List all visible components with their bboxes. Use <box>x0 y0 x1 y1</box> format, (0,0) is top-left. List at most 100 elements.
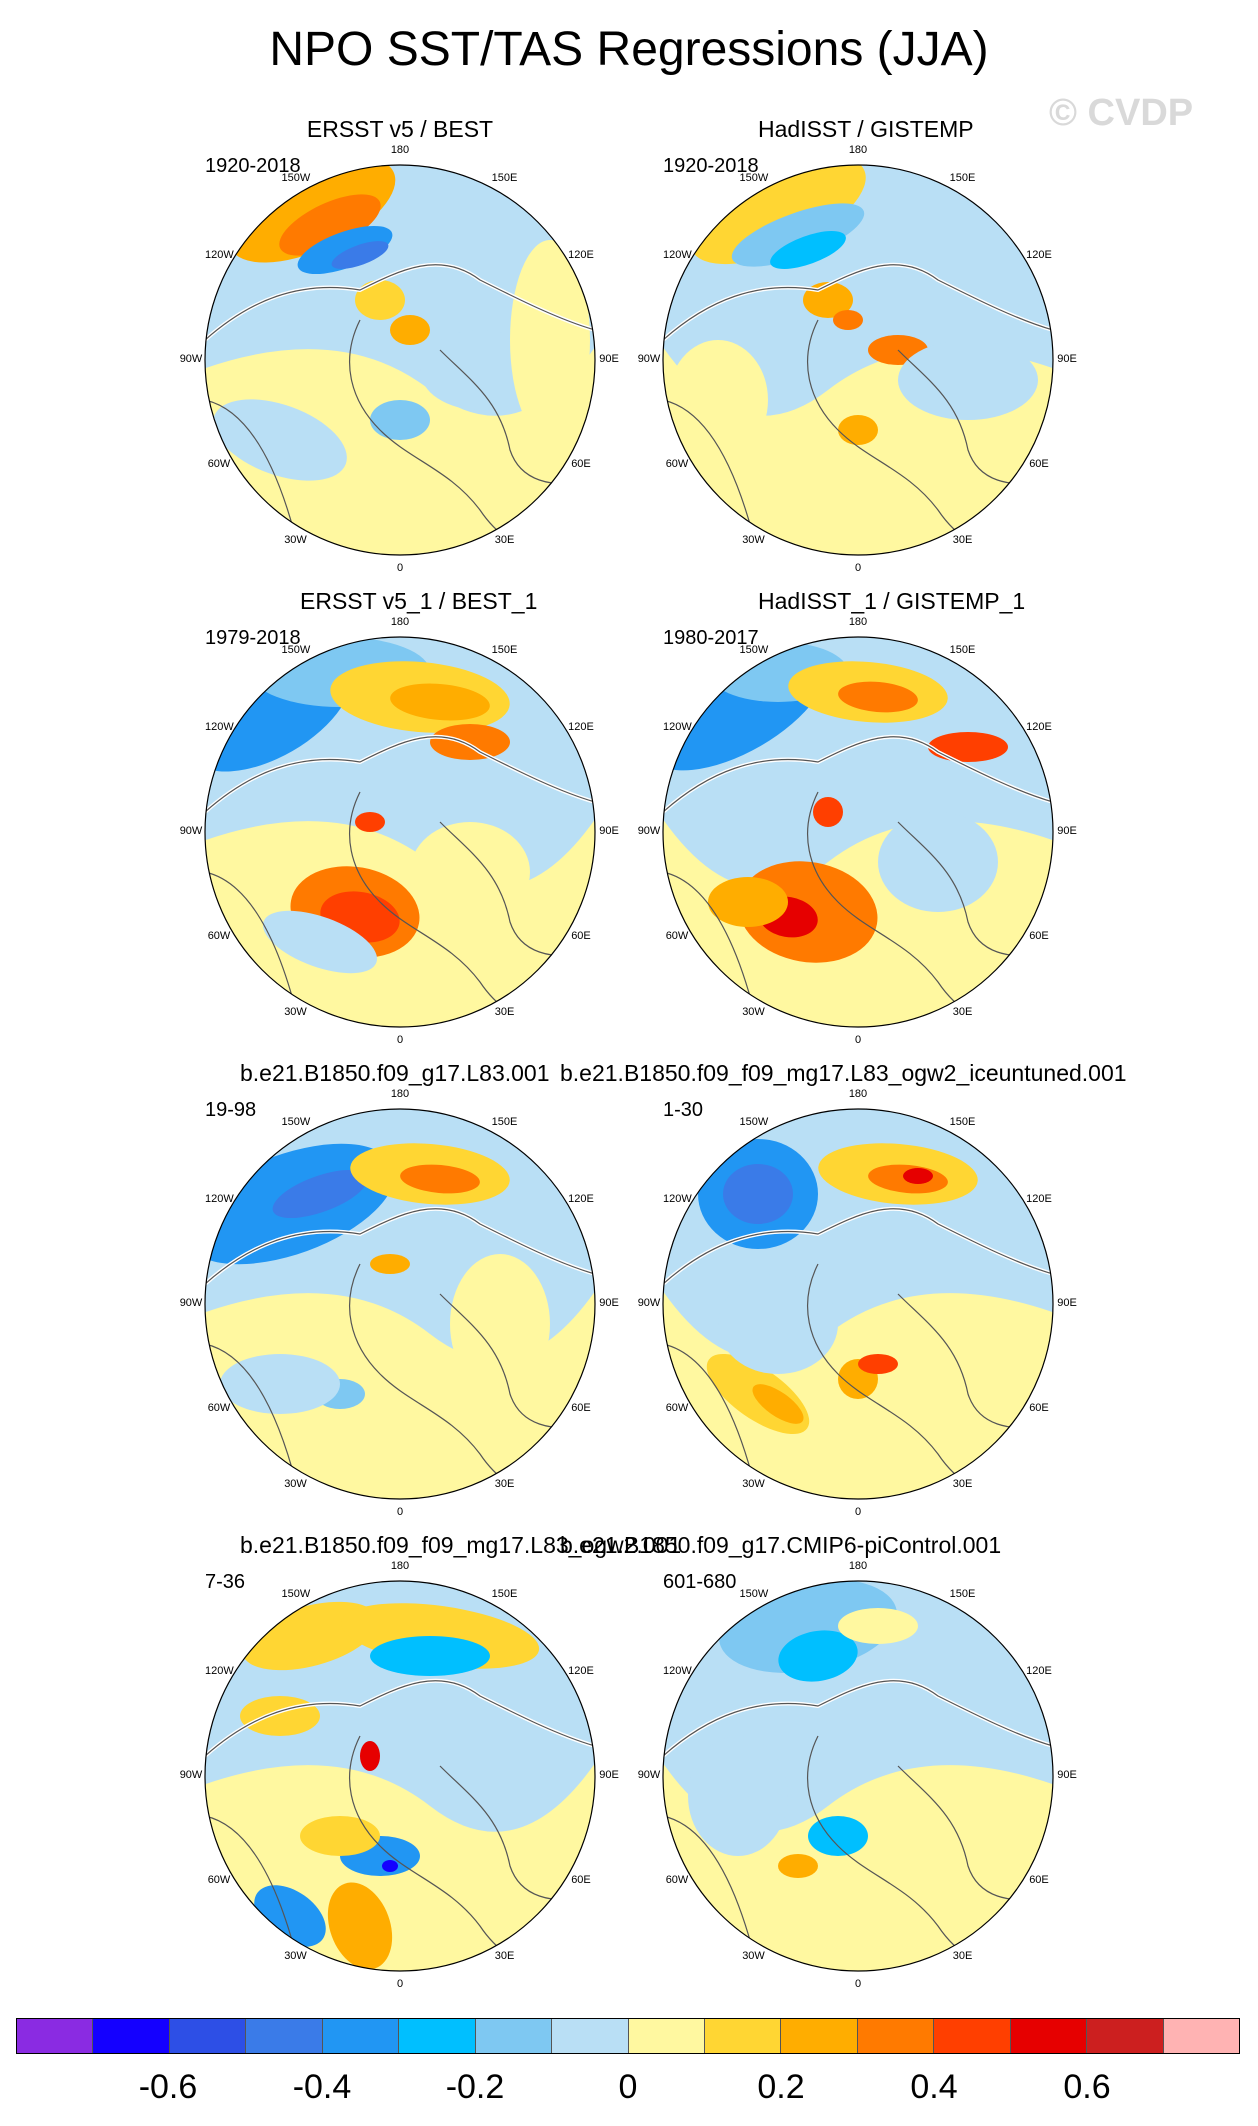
map-field <box>663 165 1053 555</box>
panel-title-5: b.e21.B1850.f09_g17.L83.001 <box>240 1060 550 1086</box>
coastline-north-outline <box>205 1680 595 1757</box>
panel-title-2: HadISST / GISTEMP <box>758 116 974 142</box>
panel-period-6: 1-30 <box>663 1099 704 1121</box>
longitude-label: 120W <box>663 720 692 733</box>
anomaly-region <box>838 1608 918 1644</box>
map-panel-8 <box>662 1580 1054 1972</box>
map-field <box>205 1581 595 1971</box>
coastline-north-outline <box>663 736 1053 813</box>
anomaly-region <box>300 1816 380 1856</box>
anomaly-region <box>213 399 347 481</box>
map-panel-3 <box>204 636 596 1028</box>
longitude-label: 0 <box>396 1506 404 1518</box>
colorbar-swatch <box>934 2019 1011 2053</box>
map-border <box>204 636 596 1028</box>
anomaly-region <box>410 822 530 922</box>
anomaly-region <box>778 1854 818 1878</box>
longitude-label: 150W <box>281 172 311 184</box>
anomaly-region <box>370 1254 410 1274</box>
longitude-label: 180 <box>390 616 410 628</box>
panel-period-4: 1980-2017 <box>663 627 759 649</box>
map-field <box>205 1109 595 1499</box>
colorbar-label: 0.2 <box>757 2068 805 2106</box>
anomaly-region <box>723 1164 793 1224</box>
longitude-label: 60E <box>1029 1873 1049 1886</box>
map-field <box>205 637 595 1027</box>
anomaly-region <box>731 203 865 267</box>
longitude-label: 180 <box>848 1560 868 1572</box>
panel-title-7: b.e21.B1850.f09_f09_mg17.L83_ogw2.001 <box>240 1532 682 1558</box>
colorbar-label: -0.4 <box>292 2068 352 2106</box>
longitude-label: 90W <box>637 825 661 837</box>
colorbar-swatch <box>781 2019 858 2053</box>
map-panel-7 <box>204 1580 596 1972</box>
longitude-label: 120E <box>1026 1192 1052 1205</box>
colorbar-swatch <box>322 2019 400 2053</box>
anomaly-region <box>813 797 843 827</box>
anomaly-region <box>272 1169 368 1219</box>
longitude-label: 90E <box>599 353 619 365</box>
longitude-label: 90W <box>179 1297 203 1309</box>
map-field <box>663 1109 1053 1499</box>
anomaly-region <box>297 225 393 275</box>
longitude-label: 180 <box>848 144 868 156</box>
longitude-label: 90E <box>1057 1769 1077 1781</box>
anomaly-region <box>390 683 490 721</box>
colorbar-label: -0.6 <box>138 2068 198 2106</box>
longitude-label: 90E <box>599 1769 619 1781</box>
colorbar-swatch <box>1087 2019 1164 2053</box>
longitude-label: 150E <box>491 644 518 656</box>
map-border <box>204 164 596 556</box>
coastline-north-outline <box>663 1208 1053 1285</box>
longitude-label: 180 <box>390 1088 410 1100</box>
anomaly-region <box>420 330 540 410</box>
map-border <box>662 164 1054 556</box>
longitude-label: 30W <box>742 1477 765 1490</box>
longitude-label: 120E <box>568 1664 594 1677</box>
anomaly-region <box>690 165 866 265</box>
colorbar-swatch <box>17 2019 94 2053</box>
longitude-label: 150E <box>491 1116 518 1128</box>
map-border <box>662 1580 1054 1972</box>
longitude-label: 30W <box>284 1477 307 1490</box>
longitude-label: 60W <box>207 1401 231 1414</box>
longitude-label: 120E <box>568 1192 594 1205</box>
anomaly-region <box>331 241 389 269</box>
map-panel-2 <box>662 164 1054 556</box>
panel-period-8: 601-680 <box>663 1571 737 1593</box>
longitude-label: 180 <box>848 1088 868 1100</box>
longitude-label: 90W <box>637 1297 661 1309</box>
longitude-label: 30E <box>494 1005 515 1018</box>
longitude-label: 150W <box>739 644 769 656</box>
panel-period-1: 1920-2018 <box>205 155 301 177</box>
longitude-label: 0 <box>854 1506 862 1518</box>
colorbar-swatch <box>399 2019 476 2053</box>
longitude-label: 90E <box>1057 353 1077 365</box>
map-border <box>204 1108 596 1500</box>
colorbar <box>16 2018 1240 2054</box>
longitude-label: 120W <box>205 720 234 733</box>
anomaly-region <box>758 450 878 510</box>
coastline-north-outline <box>205 1208 595 1285</box>
anomaly-region <box>390 315 430 345</box>
anomaly-region <box>688 1736 788 1856</box>
longitude-label: 120W <box>205 1664 234 1677</box>
longitude-label: 60W <box>207 929 231 942</box>
colorbar-swatch <box>169 2019 247 2053</box>
longitude-label: 90W <box>179 825 203 837</box>
longitude-label: 60E <box>571 1401 591 1414</box>
anomaly-region <box>903 1168 933 1184</box>
map-field <box>205 165 595 555</box>
longitude-label: 60E <box>1029 457 1049 470</box>
anomaly-region <box>858 1354 898 1374</box>
longitude-label: 150E <box>949 1116 976 1128</box>
longitude-label: 90E <box>599 1297 619 1309</box>
longitude-label: 150W <box>739 172 769 184</box>
map-border <box>662 1108 1054 1500</box>
longitude-label: 60E <box>571 457 591 470</box>
anomaly-region <box>838 415 878 445</box>
anomaly-region <box>668 340 768 460</box>
panel-title-1: ERSST v5 / BEST <box>306 116 494 142</box>
longitude-label: 0 <box>854 1978 862 1990</box>
anomaly-region <box>898 1816 978 1876</box>
